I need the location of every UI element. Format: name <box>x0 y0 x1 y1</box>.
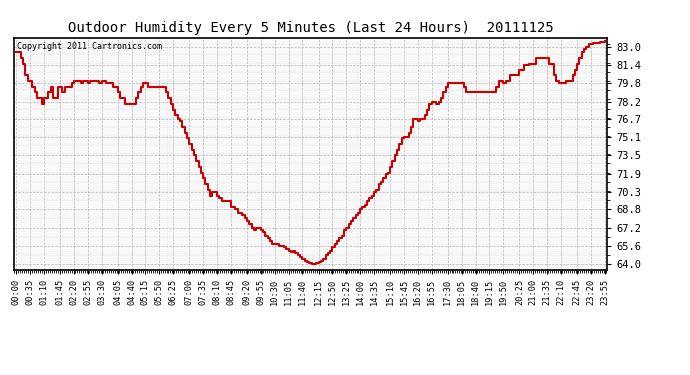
Text: Copyright 2011 Cartronics.com: Copyright 2011 Cartronics.com <box>17 42 161 51</box>
Title: Outdoor Humidity Every 5 Minutes (Last 24 Hours)  20111125: Outdoor Humidity Every 5 Minutes (Last 2… <box>68 21 553 35</box>
